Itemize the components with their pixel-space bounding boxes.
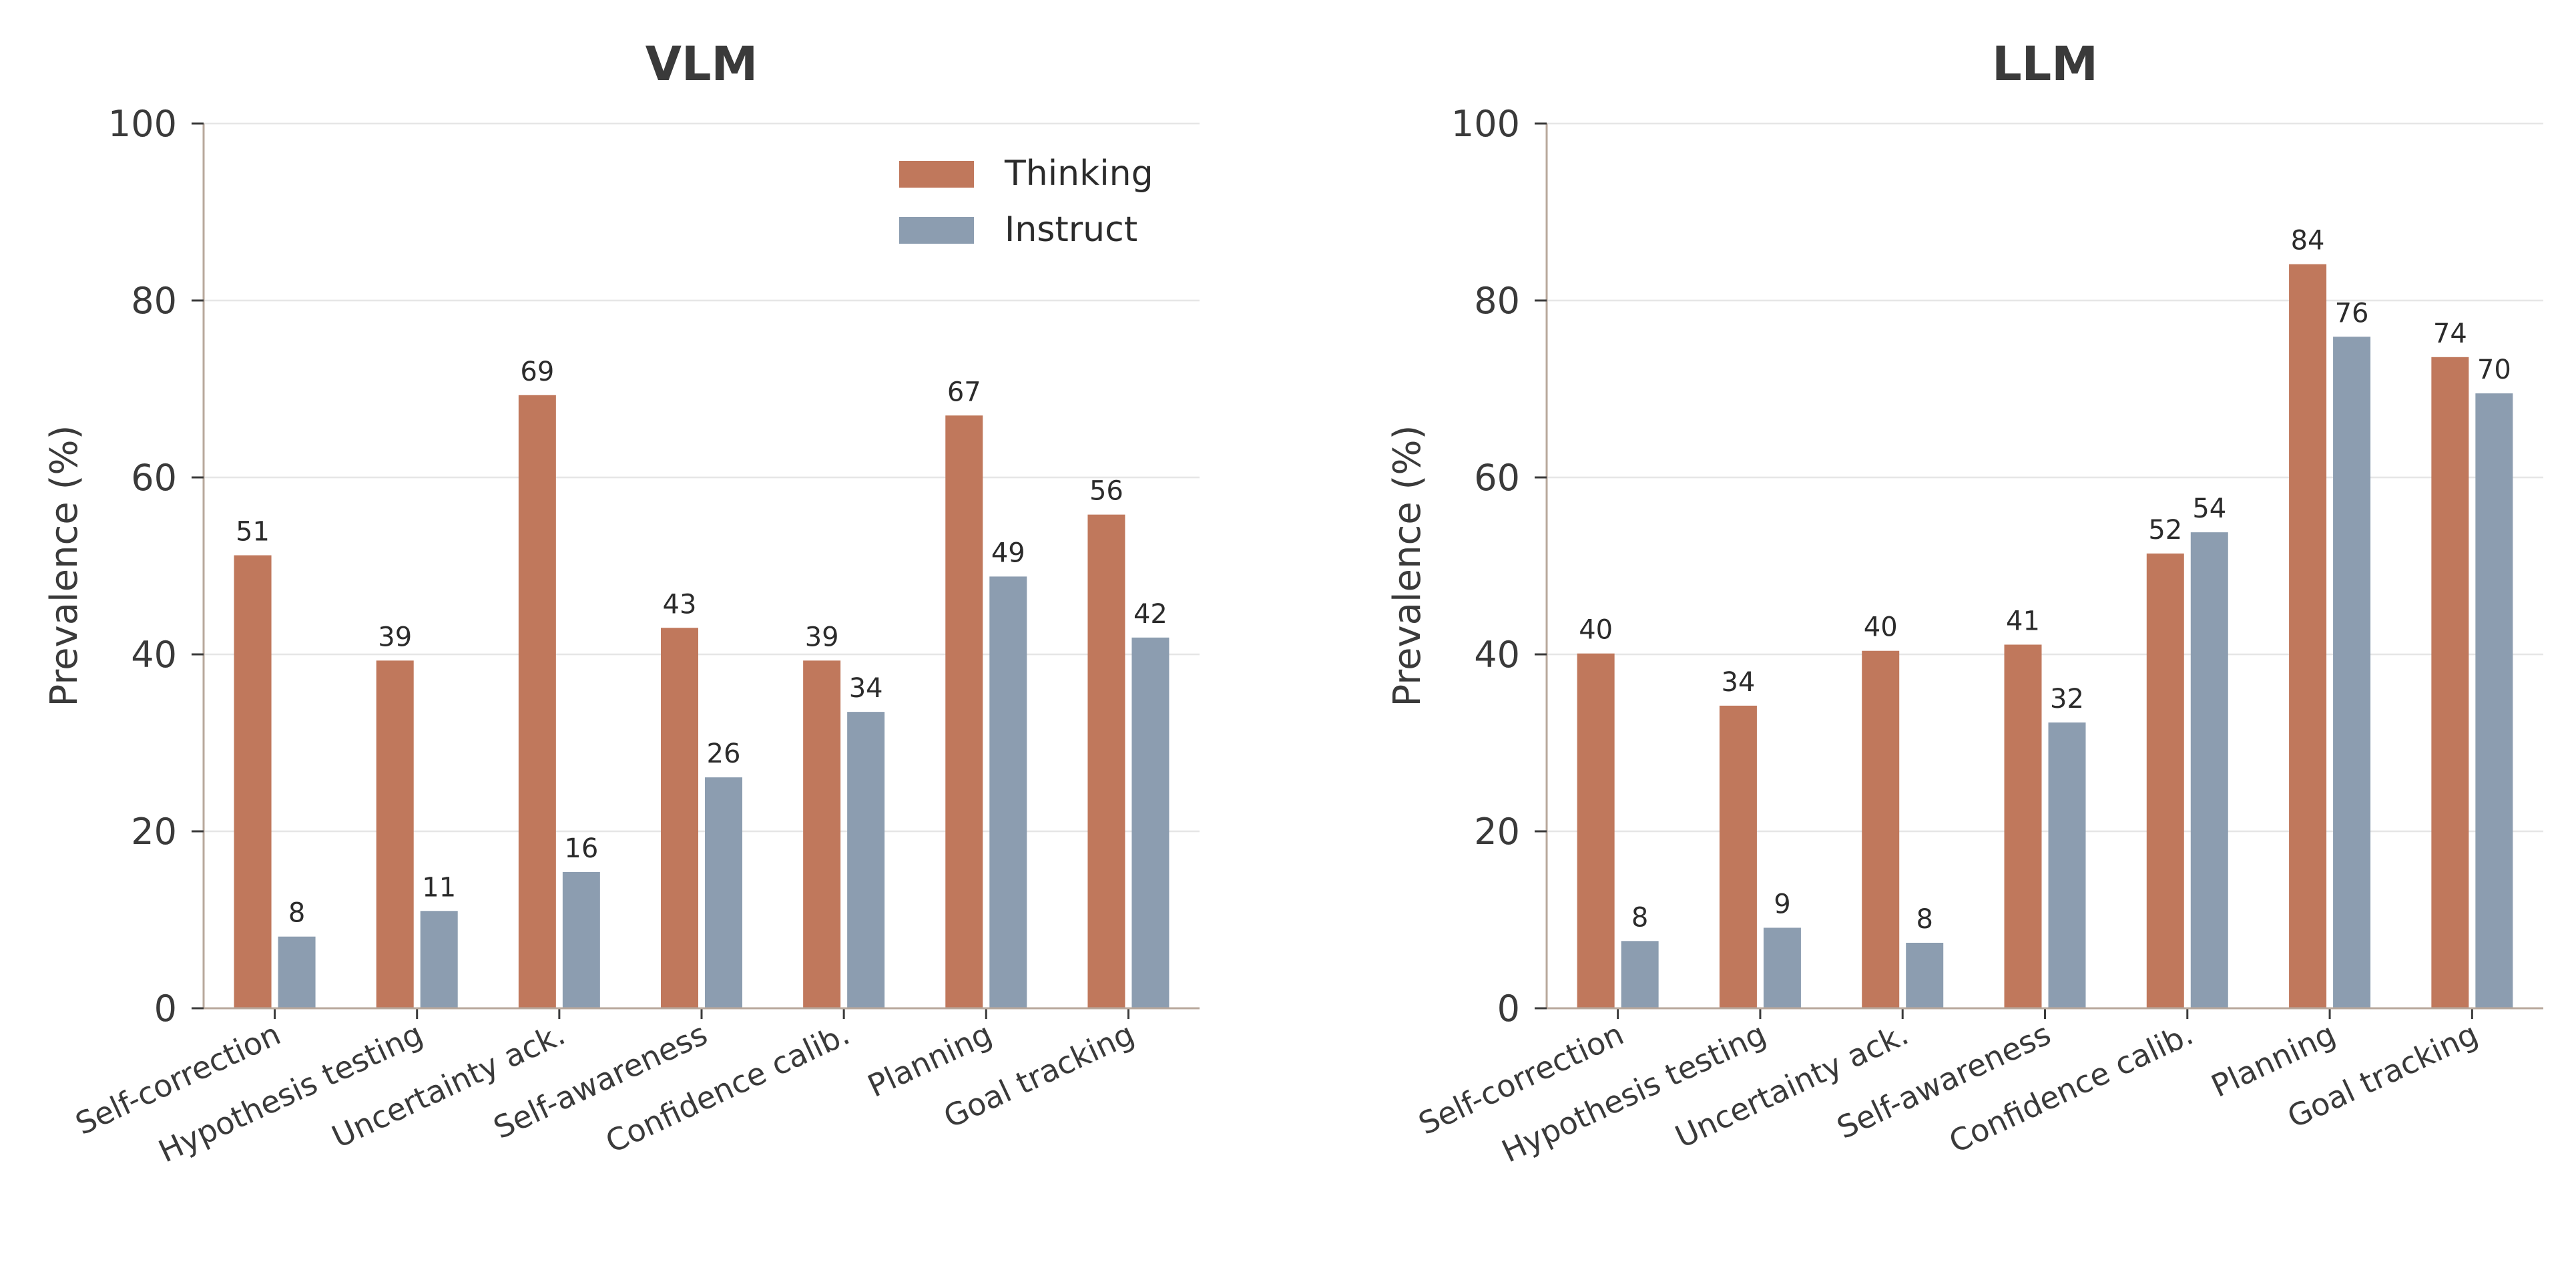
- bar-thinking: [518, 395, 556, 1008]
- data-label: 69: [520, 357, 554, 387]
- bar-thinking: [803, 660, 841, 1008]
- y-tick-label: 100: [108, 103, 177, 145]
- bar-instruct: [278, 936, 316, 1008]
- data-label: 40: [1864, 612, 1898, 643]
- x-tick-label: Hypothesis testing: [1497, 1016, 1772, 1169]
- data-label: 34: [1721, 667, 1755, 698]
- data-label: 49: [991, 538, 1025, 568]
- data-label: 51: [236, 517, 270, 548]
- chart-title: VLM: [646, 37, 758, 91]
- bar-instruct: [420, 911, 458, 1008]
- data-label: 42: [1133, 599, 1168, 630]
- bar-thinking: [2289, 264, 2327, 1008]
- y-axis-label: Prevalence (%): [43, 425, 86, 707]
- legend-label-thinking: Thinking: [1004, 154, 1153, 194]
- y-tick-label: 0: [1497, 988, 1520, 1030]
- x-tick-label: Confidence calib.: [1944, 1016, 2199, 1160]
- data-label: 41: [2006, 606, 2040, 636]
- data-label: 34: [849, 673, 883, 704]
- bar-instruct: [562, 871, 600, 1008]
- bar-thinking: [1087, 514, 1125, 1008]
- data-label: 67: [947, 377, 981, 407]
- bar-instruct: [989, 576, 1027, 1008]
- bar-thinking: [1862, 650, 1900, 1008]
- bar-instruct: [847, 712, 885, 1008]
- data-label: 40: [1579, 615, 1613, 646]
- bar-thinking: [2004, 644, 2042, 1008]
- data-label: 8: [1631, 902, 1648, 933]
- y-axis-label: Prevalence (%): [1386, 425, 1429, 707]
- bar-thinking: [376, 660, 414, 1008]
- data-label: 52: [2148, 515, 2182, 546]
- x-tick-label: Confidence calib.: [600, 1016, 855, 1160]
- data-label: 11: [422, 872, 456, 903]
- y-tick-label: 40: [1474, 634, 1520, 676]
- bar-instruct: [2333, 337, 2371, 1008]
- data-label: 9: [1774, 889, 1790, 919]
- legend-swatch-thinking: [899, 161, 974, 188]
- bar-thinking: [1719, 705, 1757, 1008]
- data-label: 16: [564, 833, 598, 864]
- data-label: 54: [2192, 493, 2226, 524]
- x-tick-label: Uncertainty ack.: [326, 1016, 571, 1155]
- legend-swatch-instruct: [899, 217, 974, 244]
- bar-thinking: [1577, 653, 1615, 1008]
- bar-instruct: [2190, 532, 2228, 1008]
- chart-title: LLM: [1992, 37, 2098, 91]
- x-tick-label: Hypothesis testing: [153, 1016, 428, 1169]
- x-tick-label: Uncertainty ack.: [1669, 1016, 1914, 1155]
- data-label: 84: [2291, 226, 2325, 256]
- data-label: 39: [805, 622, 839, 652]
- y-tick-label: 20: [131, 811, 177, 853]
- data-label: 26: [707, 739, 741, 769]
- bar-thinking: [234, 555, 272, 1008]
- bar-instruct: [1131, 637, 1170, 1008]
- data-label: 76: [2335, 298, 2369, 329]
- bar-instruct: [1906, 942, 1944, 1008]
- y-tick-label: 60: [131, 457, 177, 499]
- bar-thinking: [2431, 357, 2469, 1008]
- bar-thinking: [945, 415, 983, 1008]
- y-tick-label: 80: [131, 280, 177, 322]
- bar-instruct: [1621, 941, 1659, 1008]
- bar-thinking: [661, 628, 698, 1008]
- data-label: 32: [2050, 684, 2084, 714]
- data-label: 8: [288, 898, 305, 929]
- y-tick-label: 80: [1474, 280, 1520, 322]
- data-label: 56: [1089, 476, 1123, 507]
- bar-instruct: [2048, 722, 2086, 1008]
- y-tick-label: 100: [1451, 103, 1520, 145]
- y-tick-label: 60: [1474, 457, 1520, 499]
- legend: Thinking Instruct: [899, 154, 1153, 250]
- legend-label-instruct: Instruct: [1005, 210, 1137, 250]
- y-tick-label: 40: [131, 634, 177, 676]
- data-label: 74: [2433, 319, 2467, 349]
- bar-instruct: [1763, 927, 1801, 1008]
- bar-instruct: [705, 777, 742, 1008]
- data-label: 70: [2477, 355, 2511, 385]
- data-label: 8: [1916, 904, 1933, 935]
- y-tick-label: 20: [1474, 811, 1520, 853]
- data-label: 39: [378, 622, 412, 652]
- bar-instruct: [2475, 393, 2513, 1008]
- y-tick-label: 0: [154, 988, 177, 1030]
- data-label: 43: [663, 589, 697, 620]
- bar-thinking: [2146, 553, 2184, 1008]
